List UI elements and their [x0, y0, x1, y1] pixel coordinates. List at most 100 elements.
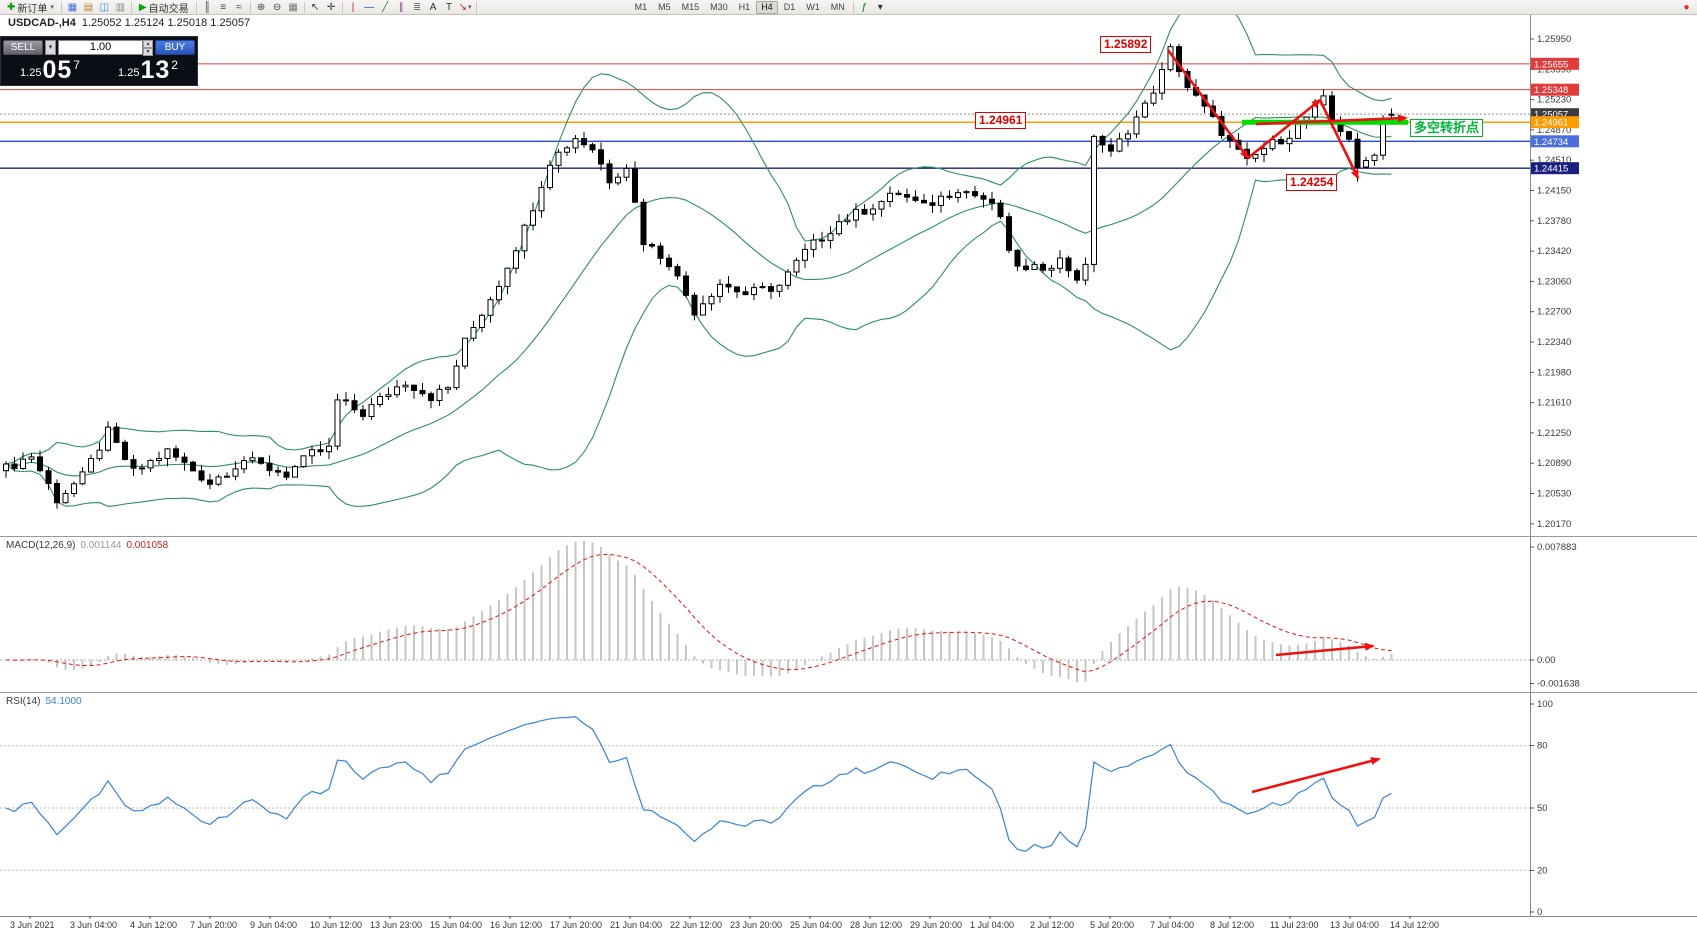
ask-price[interactable]: 1.25 13 2	[99, 56, 197, 84]
macd-scale-label: -0.001638	[1537, 678, 1580, 689]
fibonacci-icon-glyph-icon: ≣	[412, 1, 422, 13]
bar-chart-icon-glyph-icon: ≡	[220, 1, 227, 13]
timeframe-m30[interactable]: M30	[710, 2, 728, 12]
market-watch-icon[interactable]: ◫	[97, 1, 112, 14]
line-chart-icon[interactable]: ≈	[232, 1, 247, 14]
cursor-icon-glyph-icon: ↖	[310, 1, 320, 13]
time-scale-label: 1 Jul 04:00	[970, 920, 1014, 930]
time-scale-label: 5 Jul 20:00	[1090, 920, 1134, 930]
time-scale-label: 23 Jun 20:00	[730, 920, 782, 930]
price-callout[interactable]: 1.24254	[1286, 174, 1338, 191]
bid-big-digits: 05	[42, 56, 73, 84]
turning-point-note[interactable]: 多空转折点	[1410, 119, 1484, 137]
bollinger-bands	[5, 15, 1392, 507]
time-scale-label: 10 Jun 12:00	[310, 920, 362, 930]
channel-icon[interactable]: ∥	[394, 1, 409, 14]
volume-up-button[interactable]: ▲	[143, 39, 153, 48]
new-order-button[interactable]: ✚ 新订单 ▾	[3, 1, 58, 15]
bid-price[interactable]: 1.25 05 7	[1, 56, 99, 84]
trend-arrow-3[interactable]	[1318, 99, 1360, 180]
label-icon[interactable]: T	[442, 1, 457, 14]
trend-arrow-2[interactable]	[1247, 98, 1322, 160]
horizontal-line-icon[interactable]: —	[362, 1, 377, 14]
trend-arrow-6[interactable]	[1251, 757, 1381, 794]
candlestick-chart-icon[interactable]: ║	[200, 1, 215, 14]
timeframe-h1[interactable]: H1	[738, 2, 751, 12]
timeframe-mn[interactable]: MN	[830, 2, 845, 12]
timeframe-h4[interactable]: H4	[756, 0, 778, 14]
indicators-icon[interactable]: ƒ	[857, 1, 872, 14]
toolbar-separator	[249, 1, 251, 13]
timeframe-m5[interactable]: M5	[658, 2, 671, 12]
channel-icon-glyph-icon: ∥	[398, 1, 404, 13]
sell-button[interactable]: SELL	[3, 39, 43, 55]
svg-text:1.24415: 1.24415	[1534, 164, 1568, 175]
timeframe-m1[interactable]: M1	[634, 2, 648, 12]
macd-scale-label: 0.00	[1537, 655, 1556, 666]
fibonacci-icon[interactable]: ≣	[410, 1, 425, 14]
volume-preset-dropdown[interactable]: ▾	[45, 39, 56, 55]
chevron-down-icon: ▾	[468, 4, 472, 11]
text-icon[interactable]: A	[426, 1, 441, 14]
timeframe-d1[interactable]: D1	[783, 2, 796, 12]
price-scale-label: 1.24870	[1537, 125, 1571, 136]
candlestick-chart-icon-glyph-icon: ║	[203, 1, 211, 13]
chevron-down-icon: ▾	[50, 4, 54, 11]
cursor-icon[interactable]: ↖	[308, 1, 323, 14]
data-window-icon[interactable]: ▥	[113, 1, 128, 14]
new-chart-icon-glyph-icon: ▦	[67, 1, 78, 13]
toolbar-separator	[60, 1, 62, 13]
trend-arrow-5[interactable]	[1275, 642, 1375, 657]
vertical-line-icon[interactable]: |	[346, 1, 361, 14]
tile-windows-icon[interactable]: ▦	[286, 1, 301, 14]
time-scale-label: 2 Jul 12:00	[1030, 920, 1074, 930]
volume-down-button[interactable]: ▼	[143, 47, 153, 56]
new-chart-icon[interactable]: ▦	[65, 1, 80, 14]
templates-icon[interactable]: ▾	[873, 1, 888, 14]
crosshair-icon[interactable]: ✛	[324, 1, 339, 14]
profiles-icon[interactable]: ▤	[81, 1, 96, 14]
zoom-in-icon[interactable]: ⊕	[254, 1, 269, 14]
profiles-icon-glyph-icon: ▤	[83, 1, 94, 13]
bar-chart-icon[interactable]: ≡	[216, 1, 231, 14]
auto-trading-button[interactable]: ▶ 自动交易	[135, 1, 193, 15]
price-callout[interactable]: 1.25892	[1100, 36, 1152, 53]
svg-text:1.24734: 1.24734	[1534, 137, 1568, 148]
svg-text:1.24961: 1.24961	[1534, 118, 1568, 129]
macd-scale-label: 0.007883	[1537, 542, 1577, 553]
timeframe-w1[interactable]: W1	[806, 2, 820, 12]
ohlc-values: 1.25052 1.25124 1.25018 1.25057	[81, 17, 251, 29]
toolbar-separator	[475, 1, 477, 13]
rsi-name: RSI(14)	[6, 696, 41, 707]
bid-pipette: 7	[73, 58, 80, 72]
notification-icon[interactable]: ●	[1679, 1, 1694, 14]
trend-arrow-4[interactable]	[1255, 114, 1408, 126]
main-toolbar: ✚ 新订单 ▾ ▦ ▤ ◫ ▥ ▶ 自动交易 ║ ≡ ≈ ⊕ ⊖ ▦ ↖ ✛ | — ╱ ∥ ≣ A T ↘ ▾ M1 M5 M15 M3…	[0, 0, 1697, 15]
trend-arrow-1[interactable]	[1166, 49, 1250, 160]
zoom-out-icon-glyph-icon: ⊖	[272, 1, 282, 13]
price-scale-label: 1.21610	[1537, 398, 1571, 409]
data-window-icon-glyph-icon: ▥	[115, 1, 126, 13]
trendline-icon[interactable]: ╱	[378, 1, 393, 14]
svg-text:1.25348: 1.25348	[1534, 85, 1568, 96]
time-scale-label: 3 Jun 2021	[10, 920, 55, 930]
price-tag-1.25348: 1.25348	[1531, 83, 1579, 96]
arrows-tool-button[interactable]: ↘ ▾	[458, 1, 473, 14]
time-scale[interactable]: 3 Jun 2021 3 Jun 04:00 4 Jun 12:00 7 Jun 20…	[10, 916, 1439, 930]
price-callout[interactable]: 1.24961	[975, 112, 1027, 129]
price-scale-label: 1.21250	[1537, 428, 1571, 439]
vertical-line-icon-glyph-icon: |	[351, 1, 355, 13]
buy-button[interactable]: BUY	[155, 39, 195, 55]
bid-prefix: 1.25	[20, 67, 42, 79]
line-chart-icon-glyph-icon: ≈	[236, 1, 242, 13]
macd-signal-line	[5, 553, 1392, 673]
ask-prefix: 1.25	[118, 67, 140, 79]
zoom-out-icon[interactable]: ⊖	[270, 1, 285, 14]
time-scale-label: 22 Jun 12:00	[670, 920, 722, 930]
toolbar-separator	[852, 1, 854, 13]
timeframe-m15[interactable]: M15	[681, 2, 700, 12]
price-scale-label: 1.20170	[1537, 519, 1571, 530]
volume-input[interactable]	[58, 39, 144, 55]
